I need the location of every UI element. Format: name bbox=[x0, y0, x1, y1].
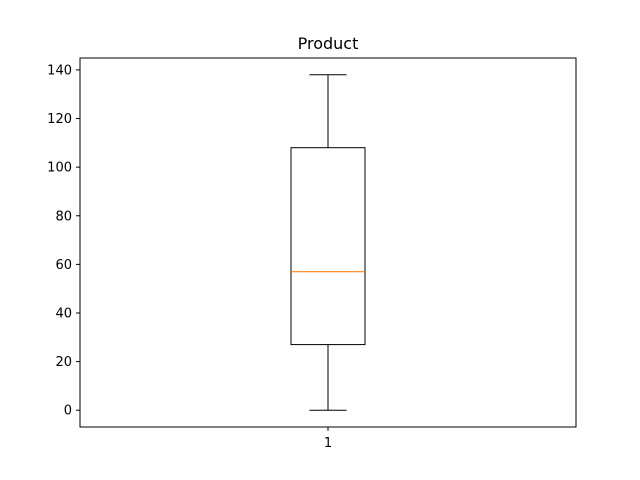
y-tick-label-120: 120 bbox=[47, 112, 72, 127]
y-tick-label-100: 100 bbox=[47, 161, 72, 176]
y-tick-label-0: 0 bbox=[64, 404, 72, 419]
chart-title: Product bbox=[298, 34, 359, 53]
box-iqr bbox=[290, 147, 366, 346]
y-tick-label-40: 40 bbox=[55, 306, 72, 321]
y-tick-label-60: 60 bbox=[55, 258, 72, 273]
y-tick-label-80: 80 bbox=[55, 209, 72, 224]
x-tick-label-1: 1 bbox=[324, 436, 332, 451]
y-tick-label-20: 20 bbox=[55, 355, 72, 370]
plot-area: 0 20 40 60 80 100 120 140 1 bbox=[47, 57, 577, 451]
y-tick-label-140: 140 bbox=[47, 63, 72, 78]
